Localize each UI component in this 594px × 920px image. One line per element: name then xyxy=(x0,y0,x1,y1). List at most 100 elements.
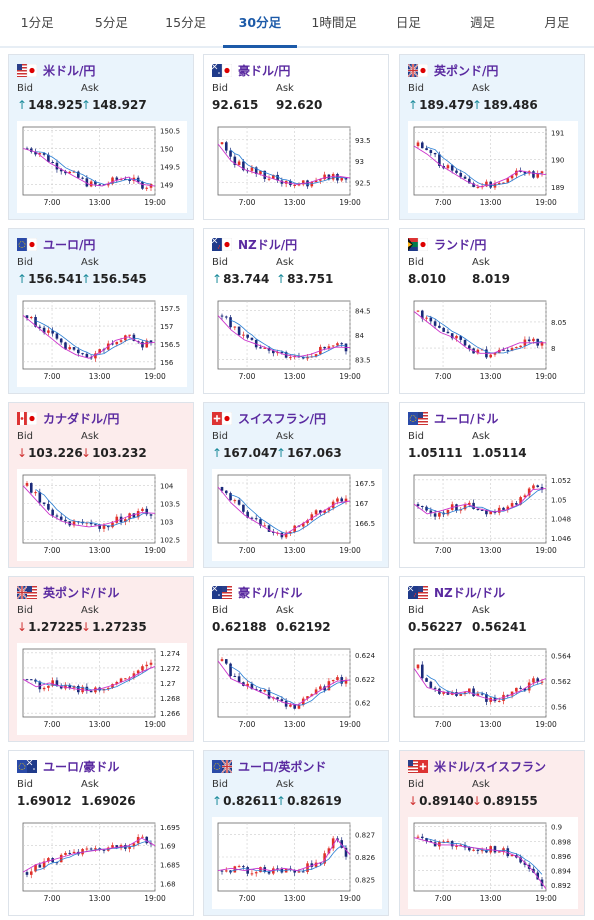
candle-body xyxy=(42,861,46,868)
candle-body xyxy=(344,847,348,857)
pair-title[interactable]: ユーロ/英ポンド xyxy=(212,758,326,774)
candlestick-chart[interactable]: 0.9 0.898 0.896 0.894 0.892 7:00 13:00 19:00 xyxy=(408,817,578,909)
rate-card[interactable]: 豪ドル/円 Bid Ask 92.615 92.620 93.5 93 92.5 7:00 13:… xyxy=(203,54,389,220)
candle-body xyxy=(229,663,232,677)
candle-body xyxy=(425,678,428,682)
candle-body xyxy=(267,689,271,699)
candle-body xyxy=(485,850,488,853)
candle-body xyxy=(42,502,46,505)
pair-title[interactable]: ランド/円 xyxy=(408,236,486,252)
candlestick-chart[interactable]: 0.624 0.622 0.62 7:00 13:00 19:00 xyxy=(212,643,382,735)
ma-short-line xyxy=(426,146,543,187)
pair-title[interactable]: NZドル/円 xyxy=(212,236,297,252)
candle-body xyxy=(229,493,232,501)
candle-body xyxy=(85,178,89,187)
candlestick-chart[interactable]: 1.052 1.05 1.048 1.046 7:00 13:00 19:00 xyxy=(408,469,578,561)
candlestick-chart[interactable]: 8.05 8 7:00 13:00 19:00 xyxy=(408,295,578,387)
candle-body xyxy=(64,171,67,174)
candle-body xyxy=(314,862,318,867)
candlestick-chart[interactable]: 0.564 0.562 0.56 7:00 13:00 19:00 xyxy=(408,643,578,735)
candle-body xyxy=(506,694,510,696)
rate-card[interactable]: ランド/円 Bid Ask 8.010 8.019 8.05 8 7:00 13:00 19:00 xyxy=(399,228,585,394)
rate-card[interactable]: 米ドル/スイスフラン Bid Ask ↓0.89140 ↓0.89155 0.9 0.898… xyxy=(399,750,585,916)
ma-short-line xyxy=(426,674,543,700)
ma-long-line xyxy=(22,837,156,873)
pair-title[interactable]: NZドル/ドル xyxy=(408,584,505,600)
tab-5[interactable]: 日足 xyxy=(395,15,421,30)
pair-title[interactable]: スイスフラン/円 xyxy=(212,410,326,426)
pair-title[interactable]: 英ポンド/ドル xyxy=(17,584,119,600)
rate-card[interactable]: 豪ドル/ドル Bid Ask 0.62188 0.62192 0.624 0.622 0.62… xyxy=(203,576,389,742)
pair-title[interactable]: ユーロ/ドル xyxy=(408,410,498,426)
candle-body xyxy=(502,349,505,351)
rate-card[interactable]: ユーロ/豪ドル Bid Ask 1.69012 1.69026 1.695 1.69 1.68… xyxy=(8,750,194,916)
tab-6[interactable]: 週足 xyxy=(470,15,496,30)
x-tick-label: 19:00 xyxy=(535,720,557,729)
candlestick-chart[interactable]: 191 190 189 7:00 13:00 19:00 xyxy=(408,121,578,213)
candle-body xyxy=(472,688,475,697)
rate-card[interactable]: スイスフラン/円 Bid Ask ↑167.047 ↑167.063 167.5 167 16… xyxy=(203,402,389,568)
tab-3[interactable]: 30分足 xyxy=(222,0,298,48)
candle-body xyxy=(145,340,149,348)
candle-body xyxy=(297,704,301,709)
candle-body xyxy=(224,870,228,872)
candlestick-chart[interactable]: 157.5 157 156.5 156 7:00 13:00 19:00 xyxy=(17,295,187,387)
pair-title[interactable]: 米ドル/円 xyxy=(17,62,95,78)
candle-body xyxy=(94,353,97,359)
ask-label: Ask xyxy=(276,431,294,442)
candlestick-chart[interactable]: 93.5 93 92.5 7:00 13:00 19:00 xyxy=(212,121,382,213)
rate-card[interactable]: 英ポンド/円 Bid Ask ↑189.479 ↑189.486 191 190 189 7:0… xyxy=(399,54,585,220)
rate-card[interactable]: ユーロ/円 Bid Ask ↑156.541 ↑156.545 157.5 157 156.5… xyxy=(8,228,194,394)
candle-body xyxy=(344,178,348,180)
rate-card[interactable]: 英ポンド/ドル Bid Ask ↓1.27225 ↓1.27235 1.274 1.272 1… xyxy=(8,576,194,742)
candle-body xyxy=(480,850,484,852)
tab-2[interactable]: 15分足 xyxy=(165,15,207,30)
candle-body xyxy=(319,510,322,513)
pair-title[interactable]: ユーロ/豪ドル xyxy=(17,758,119,774)
tab-7[interactable]: 月足 xyxy=(544,15,570,30)
candle-body xyxy=(510,348,514,351)
ask-value: ↑0.82619 xyxy=(276,794,342,808)
rate-card[interactable]: NZドル/ドル Bid Ask 0.56227 0.56241 0.564 0.562 0.5… xyxy=(399,576,585,742)
x-tick-label: 19:00 xyxy=(535,894,557,903)
tab-0[interactable]: 1分足 xyxy=(20,15,54,30)
pair-title[interactable]: ユーロ/円 xyxy=(17,236,95,252)
candle-body xyxy=(476,186,480,188)
candle-body xyxy=(515,503,518,505)
pair-title[interactable]: 豪ドル/円 xyxy=(212,62,290,78)
candle-body xyxy=(284,532,288,538)
x-tick-label: 13:00 xyxy=(284,198,306,207)
candle-body xyxy=(229,317,232,328)
tab-4[interactable]: 1時間足 xyxy=(311,15,357,30)
candlestick-chart[interactable]: 84.5 84 83.5 7:00 13:00 19:00 xyxy=(212,295,382,387)
tab-1[interactable]: 5分足 xyxy=(94,15,128,30)
candlestick-chart[interactable]: 1.695 1.69 1.685 1.68 7:00 13:00 19:00 xyxy=(17,817,187,909)
pair-title[interactable]: 豪ドル/ドル xyxy=(212,584,302,600)
rate-card[interactable]: 米ドル/円 Bid Ask ↑148.925 ↑148.927 150.5 150 149.5… xyxy=(8,54,194,220)
y-tick-label: 157 xyxy=(160,323,173,331)
candle-body xyxy=(536,678,540,682)
candle-body xyxy=(314,689,318,695)
candlestick-chart[interactable]: 0.827 0.826 0.825 7:00 13:00 19:00 xyxy=(212,817,382,909)
candle-body xyxy=(459,335,463,340)
bid-value: ↓0.89140 xyxy=(408,794,474,808)
candle-body xyxy=(293,869,296,873)
candle-body xyxy=(420,836,424,839)
rate-card[interactable]: ユーロ/英ポンド Bid Ask ↑0.82611 ↑0.82619 0.827 0.826… xyxy=(203,750,389,916)
candlestick-chart[interactable]: 1.274 1.272 1.27 1.268 1.266 7:00 13:00 19:00 xyxy=(17,643,187,735)
candle-body xyxy=(89,690,93,693)
rate-card[interactable]: ユーロ/ドル Bid Ask 1.05111 1.05114 1.052 1.05 1.048… xyxy=(399,402,585,568)
bid-label: Bid xyxy=(17,257,33,268)
pair-title[interactable]: 英ポンド/円 xyxy=(408,62,498,78)
candle-body xyxy=(47,504,50,510)
candlestick-chart[interactable]: 104 103.5 103 102.5 7:00 13:00 19:00 xyxy=(17,469,187,561)
au-jp-flag-icon xyxy=(212,63,232,77)
ask-label: Ask xyxy=(472,431,490,442)
rate-card[interactable]: NZドル/円 Bid Ask ↑83.744 ↑83.751 84.5 84 83.5 7:00… xyxy=(203,228,389,394)
candle-body xyxy=(519,345,522,348)
candlestick-chart[interactable]: 167.5 167 166.5 7:00 13:00 19:00 xyxy=(212,469,382,561)
pair-title[interactable]: カナダドル/円 xyxy=(17,410,119,426)
pair-title[interactable]: 米ドル/スイスフラン xyxy=(408,758,546,774)
rate-card[interactable]: カナダドル/円 Bid Ask ↓103.226 ↓103.232 104 103.5 103… xyxy=(8,402,194,568)
candlestick-chart[interactable]: 150.5 150 149.5 149 7:00 13:00 19:00 xyxy=(17,121,187,213)
